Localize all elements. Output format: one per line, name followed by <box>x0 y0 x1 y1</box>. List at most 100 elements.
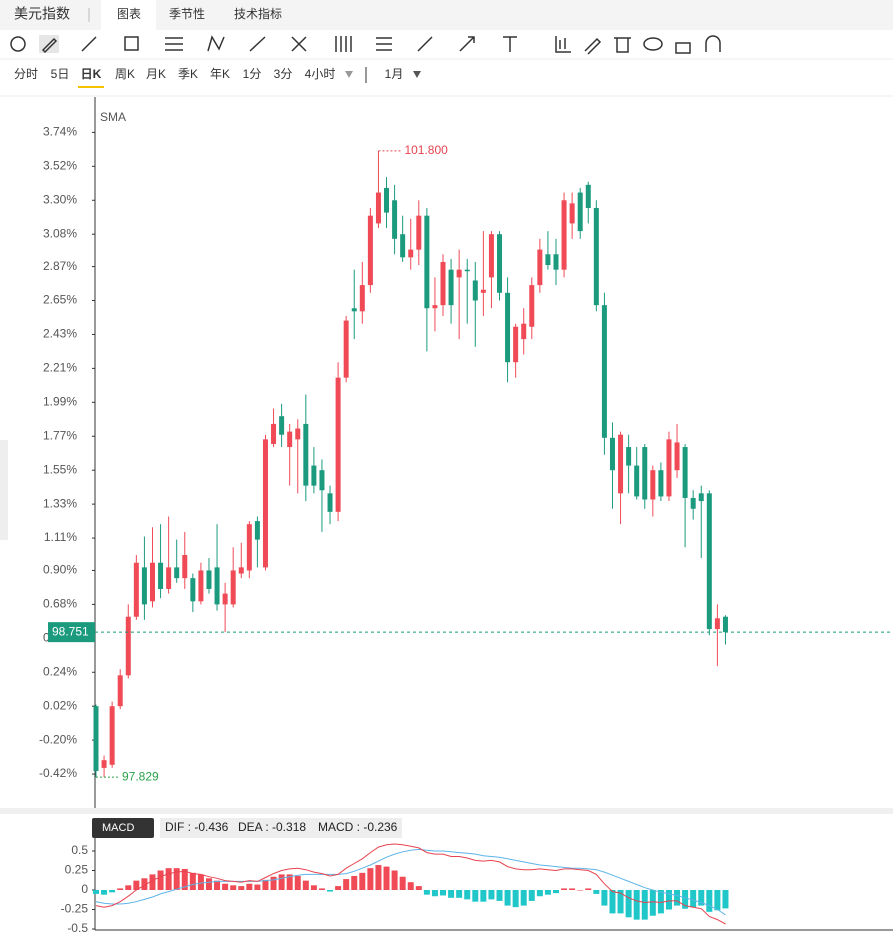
macd-bar <box>520 890 527 906</box>
candle-body <box>246 524 252 571</box>
period[interactable]: 5日 <box>51 67 70 81</box>
candle-body <box>166 567 172 589</box>
macd-bar <box>335 886 342 890</box>
candle-body <box>537 249 543 286</box>
candle-body <box>359 285 365 312</box>
candle-body <box>141 567 147 605</box>
tool-icon[interactable] <box>503 36 517 52</box>
tool-icon[interactable] <box>584 37 602 55</box>
period[interactable]: 3分 <box>274 67 293 81</box>
macd-bar <box>149 874 156 890</box>
macd-button[interactable] <box>92 818 154 838</box>
candle-body <box>133 562 139 617</box>
macd-bar <box>165 868 172 890</box>
candle-body <box>480 289 486 293</box>
tool-icon[interactable] <box>705 35 721 52</box>
tool-icon[interactable] <box>124 36 139 51</box>
period[interactable]: 4小时 <box>305 67 336 81</box>
macd-legend-box <box>160 818 402 838</box>
macd-bar <box>585 888 592 890</box>
tool-icon[interactable] <box>459 36 475 52</box>
period[interactable]: 1分 <box>243 67 262 81</box>
candle-body <box>722 616 728 633</box>
side-handle[interactable] <box>0 440 8 540</box>
candle-body <box>375 192 381 224</box>
candle-body <box>714 618 720 630</box>
macd-bar <box>327 890 334 892</box>
tool-icon[interactable] <box>207 35 225 52</box>
macd-bar <box>294 875 301 890</box>
tool-icon[interactable] <box>41 37 58 54</box>
tool-icon[interactable] <box>291 36 307 52</box>
tool-icon[interactable] <box>643 37 663 51</box>
candle-body <box>456 269 462 278</box>
macd-bar <box>536 890 543 897</box>
tool-icon[interactable] <box>376 37 392 51</box>
candle-body <box>448 269 454 306</box>
y-tick-label: 2.65% <box>43 293 77 307</box>
y-tick-label: 2.21% <box>43 361 77 375</box>
macd-bar <box>440 890 447 896</box>
macd-bar <box>609 890 616 914</box>
macd-title[interactable]: MACD <box>102 822 134 834</box>
macd-bar <box>391 870 398 890</box>
last-price-box <box>48 622 95 643</box>
period[interactable]: 周K <box>115 67 135 81</box>
candle-body <box>287 431 293 448</box>
macd-bar <box>278 874 285 890</box>
macd-bar <box>577 890 584 891</box>
macd-bar <box>504 890 511 906</box>
macd-bar <box>351 875 358 890</box>
candle-body <box>222 593 228 605</box>
tool-icon[interactable] <box>249 36 266 52</box>
candle-body <box>577 192 583 232</box>
macd-bar <box>714 890 721 911</box>
period[interactable]: 季K <box>178 67 198 81</box>
period[interactable]: 日K <box>81 67 102 81</box>
candle-body <box>367 215 373 286</box>
macd-bar <box>93 890 99 894</box>
dropdown-arrow <box>413 71 421 78</box>
macd-bar <box>310 885 317 890</box>
macd-bar <box>456 890 463 898</box>
candle-body <box>521 323 527 340</box>
macd-bar <box>246 883 253 890</box>
range[interactable]: 1月 <box>385 67 404 81</box>
y-tick-label: 0.02% <box>43 698 77 712</box>
tab[interactable]: 图表 <box>117 7 141 21</box>
tool-icon[interactable] <box>555 36 571 53</box>
macd-bar <box>101 890 108 895</box>
macd-bar <box>214 880 221 890</box>
pane-separator <box>0 808 893 814</box>
macd-bar <box>302 880 309 890</box>
candle-body <box>561 200 567 270</box>
candle-body <box>295 428 301 440</box>
macd-bar <box>318 888 325 890</box>
y-tick-label: 3.74% <box>43 125 77 139</box>
tab[interactable]: 技术指标 <box>234 6 282 21</box>
macd-bar <box>173 868 180 890</box>
candle-body <box>311 465 317 486</box>
tool-icon[interactable] <box>675 42 691 54</box>
high-label: 101.800 <box>404 143 448 157</box>
tool-icon[interactable] <box>335 36 352 52</box>
candle-body <box>254 521 260 540</box>
tool-icon[interactable] <box>417 36 433 52</box>
tool-icon[interactable] <box>165 37 183 51</box>
active-tab[interactable] <box>101 0 156 30</box>
tab[interactable]: 季节性 <box>169 7 205 21</box>
macd-bar <box>722 890 729 909</box>
tool-icon[interactable] <box>81 36 97 52</box>
macd-bar <box>698 890 705 906</box>
macd-bar <box>544 890 551 895</box>
macd-bar <box>262 879 269 890</box>
y-tick-label: 1.11% <box>44 530 77 544</box>
macd-bar <box>415 886 422 890</box>
period[interactable]: 年K <box>210 67 230 81</box>
period[interactable]: 月K <box>146 67 166 81</box>
macd-bar <box>270 876 277 890</box>
tool-icon[interactable] <box>614 37 631 53</box>
period[interactable]: 分时 <box>14 67 38 81</box>
tool-icon[interactable] <box>10 36 26 52</box>
macd-bar <box>399 876 406 890</box>
